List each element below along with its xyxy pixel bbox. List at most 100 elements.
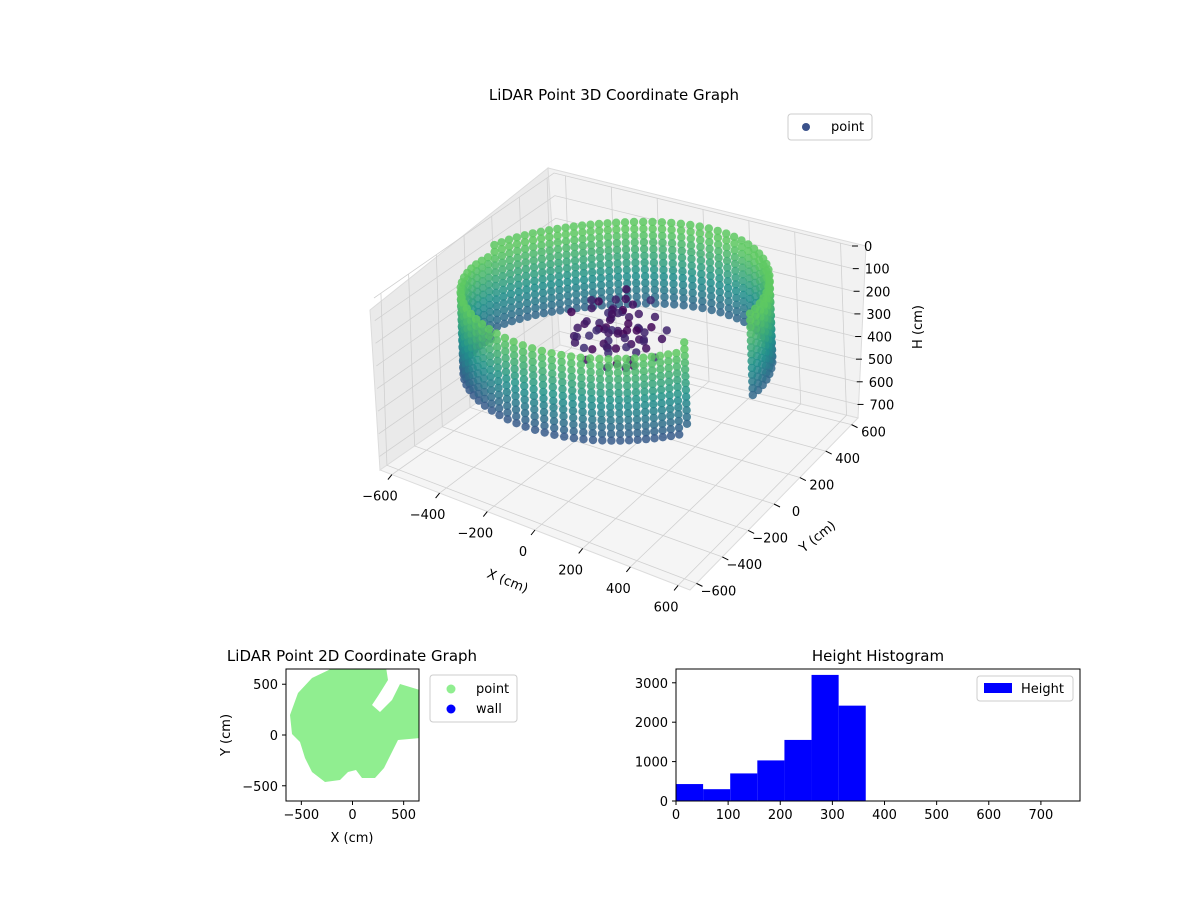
plot-3d: −600−400−2000200400600−600−400−200020040…: [362, 86, 926, 615]
data-point-3d: [607, 309, 617, 319]
data-point-3d: [597, 415, 606, 425]
data-point-3d: [722, 256, 732, 265]
data-point-3d: [522, 299, 532, 308]
data-point-3d: [679, 301, 688, 310]
data-point-3d: [568, 399, 577, 409]
data-point-3d: [585, 331, 594, 340]
tick-y-3d: [696, 582, 703, 587]
data-point-3d: [677, 240, 686, 249]
data-point-3d: [605, 382, 614, 391]
data-point-3d: [557, 357, 566, 367]
data-point-3d: [640, 380, 649, 389]
data-point-3d: [656, 365, 665, 374]
data-point-3d: [647, 323, 656, 332]
data-point-3d: [529, 249, 538, 258]
data-point-3d: [562, 264, 572, 273]
tick-label-x-hist: 0: [672, 808, 680, 823]
tick-label-y-hist: 2000: [635, 716, 668, 731]
data-point-3d: [680, 351, 689, 361]
data-point-3d: [466, 309, 476, 319]
ylabel-2d: Y (cm): [219, 714, 234, 757]
data-point-3d: [547, 287, 556, 296]
data-point-3d: [520, 237, 530, 247]
data-point-3d: [737, 243, 746, 252]
data-point-3d: [569, 427, 578, 436]
data-point-3d: [595, 233, 604, 242]
data-point-3d: [588, 274, 597, 284]
data-point-3d: [478, 347, 488, 356]
data-point-3d: [634, 309, 643, 319]
data-point-3d: [511, 405, 521, 414]
data-point-3d: [491, 274, 500, 284]
data-point-3d: [678, 267, 687, 276]
data-point-3d: [568, 406, 578, 416]
data-point-3d: [648, 386, 658, 395]
data-point-3d: [724, 310, 734, 320]
data-point-3d: [507, 303, 516, 312]
data-point-3d: [595, 354, 604, 364]
data-point-3d: [557, 364, 566, 373]
data-point-3d: [559, 405, 568, 414]
data-point-3d: [745, 309, 755, 318]
data-point-3d: [640, 272, 650, 281]
data-point-3d: [632, 415, 642, 424]
data-point-3d: [494, 377, 503, 386]
data-point-3d: [485, 307, 495, 316]
data-point-3d: [678, 273, 687, 283]
gridline-z: [373, 172, 853, 299]
data-point-3d: [639, 367, 648, 376]
data-point-3d: [705, 251, 714, 260]
data-point-3d: [632, 394, 641, 404]
data-point-3d: [549, 410, 558, 419]
data-point-3d: [530, 270, 539, 279]
data-point-3d: [557, 350, 566, 360]
data-point-3d: [611, 344, 621, 353]
data-point-3d: [507, 310, 516, 319]
data-point-3d: [528, 364, 538, 373]
data-point-3d: [732, 314, 742, 323]
data-point-3d: [649, 413, 658, 423]
data-point-3d: [510, 357, 519, 367]
tick-label-x-3d: −400: [410, 508, 446, 523]
data-point-3d: [555, 285, 564, 295]
data-point-3d: [529, 384, 538, 394]
data-point-3d: [582, 317, 591, 326]
data-point-3d: [596, 267, 605, 276]
data-point-3d: [548, 383, 557, 392]
tick-x-3d: [435, 492, 441, 499]
data-point-3d: [578, 421, 588, 430]
data-point-3d: [556, 306, 565, 315]
axes-frame-hist: [675, 668, 1081, 802]
data-point-3d: [529, 242, 538, 252]
data-point-3d: [511, 385, 520, 394]
data-point-3d: [515, 314, 524, 324]
data-point-3d: [550, 423, 559, 433]
data-point-3d: [605, 287, 615, 296]
data-point-3d: [738, 270, 747, 279]
data-point-3d: [537, 346, 547, 356]
data-point-3d: [499, 299, 508, 308]
title-hist: Height Histogram: [812, 647, 944, 665]
data-point-3d: [569, 420, 578, 429]
data-point-3d: [498, 265, 507, 274]
data-point-3d: [554, 258, 563, 268]
data-point-3d: [502, 374, 511, 383]
data-point-3d: [588, 281, 597, 290]
data-point-3d: [657, 218, 667, 227]
data-point-3d: [567, 366, 576, 375]
data-point-3d: [629, 217, 639, 227]
data-point-3d: [506, 283, 515, 292]
zlabel-3d: H (cm): [911, 305, 926, 349]
data-point-3d: [540, 428, 549, 437]
data-point-3d: [696, 256, 706, 265]
data-point-3d: [595, 368, 605, 377]
data-point-3d: [604, 259, 614, 269]
histogram-bar: [703, 789, 731, 801]
data-point-3d: [495, 404, 504, 413]
data-point-3d: [579, 255, 588, 264]
data-point-3d: [679, 294, 688, 303]
legend-label-point: point: [831, 120, 864, 135]
data-point-3d: [553, 231, 562, 240]
data-point-3d: [689, 302, 698, 311]
